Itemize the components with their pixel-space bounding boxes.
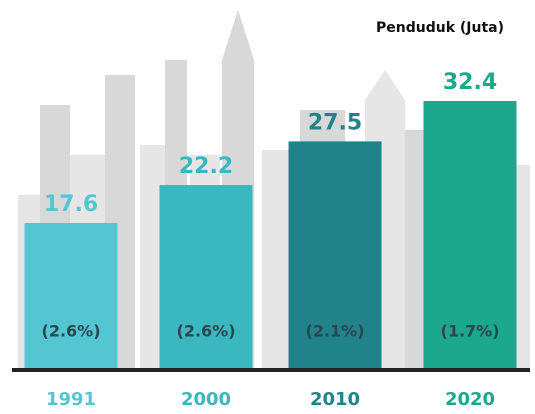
x-tick-label: 2000: [181, 389, 231, 410]
x-tick-label: 2020: [445, 389, 495, 410]
chart-title: Penduduk (Juta): [376, 20, 504, 36]
growth-label: (1.7%): [441, 322, 500, 341]
growth-label: (2.6%): [177, 322, 236, 341]
value-label: 17.6: [44, 192, 98, 217]
bar: [159, 185, 253, 368]
value-label: 22.2: [179, 154, 233, 179]
growth-label: (2.6%): [42, 322, 101, 341]
x-tick-label: 1991: [46, 389, 96, 410]
value-label: 27.5: [308, 110, 362, 135]
x-tick-label: 2010: [310, 389, 360, 410]
bar: [423, 101, 517, 368]
bar: [288, 141, 382, 368]
growth-label: (2.1%): [306, 322, 365, 341]
value-label: 32.4: [443, 70, 497, 95]
bar: [24, 222, 118, 368]
